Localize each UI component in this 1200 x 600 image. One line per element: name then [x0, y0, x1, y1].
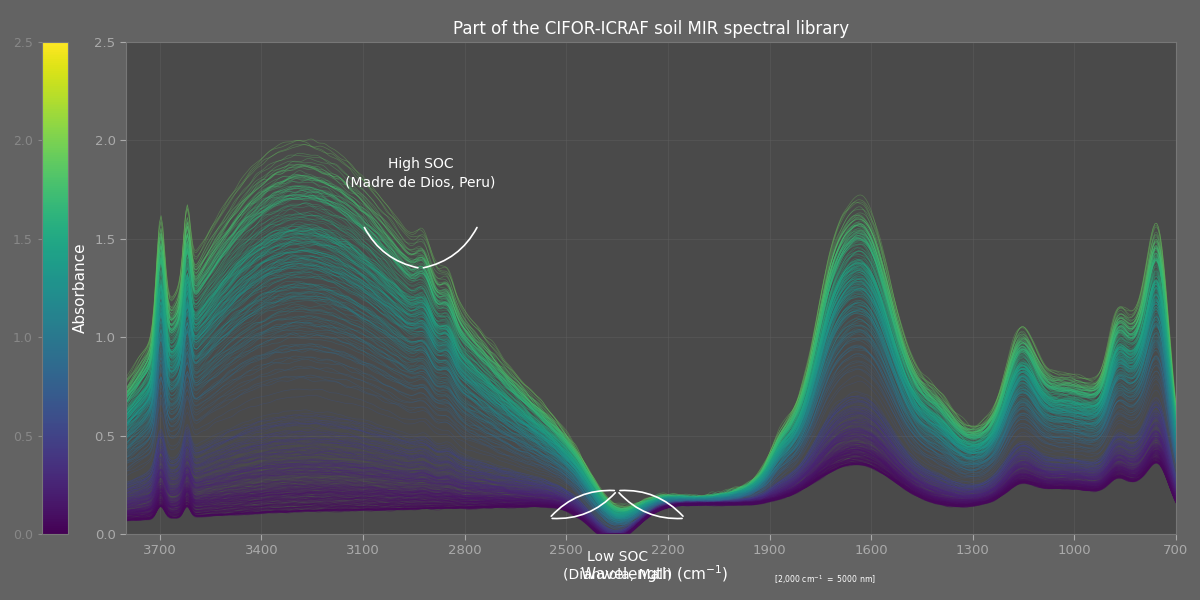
Text: $_{[2{,}000\ \mathrm{cm}^{-1}\ =\ 5000\ \mathrm{nm}]}$: $_{[2{,}000\ \mathrm{cm}^{-1}\ =\ 5000\ …	[774, 573, 876, 585]
Text: Wavelength (cm$^{-1}$): Wavelength (cm$^{-1}$)	[580, 563, 728, 585]
Text: High SOC
(Madre de Dios, Peru): High SOC (Madre de Dios, Peru)	[346, 157, 496, 190]
Text: Low SOC
(Dianvola, Mali): Low SOC (Dianvola, Mali)	[563, 550, 672, 582]
Title: Part of the CIFOR-ICRAF soil MIR spectral library: Part of the CIFOR-ICRAF soil MIR spectra…	[452, 20, 850, 38]
Y-axis label: Absorbance: Absorbance	[72, 242, 88, 334]
